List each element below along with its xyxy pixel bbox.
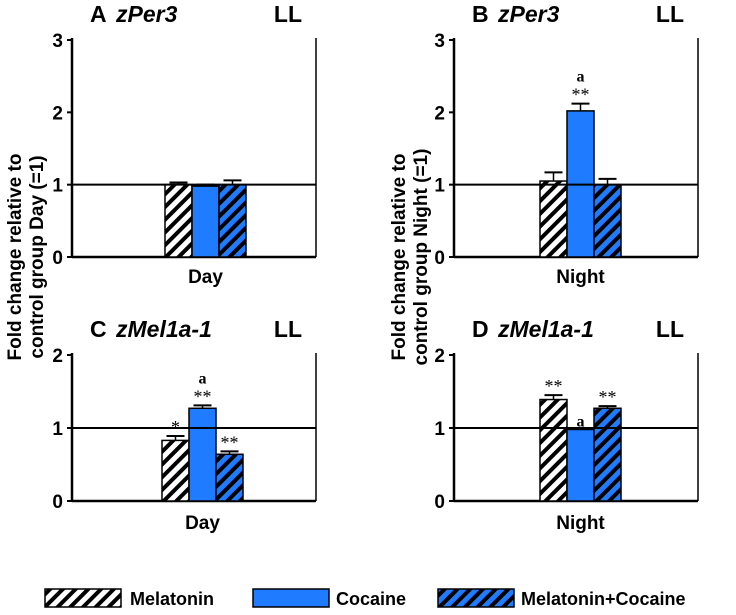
panel-gene: zMel1a-1 bbox=[497, 316, 594, 342]
y-tick-label: 3 bbox=[434, 31, 445, 52]
bar-melatonin-cocaine bbox=[593, 407, 622, 502]
panel-letter: C bbox=[90, 316, 107, 342]
y-tick-label: 2 bbox=[52, 346, 63, 367]
x-category-label: Day bbox=[185, 513, 220, 534]
bar-melatonin bbox=[164, 183, 193, 258]
legend-swatch-cocaine bbox=[252, 588, 330, 608]
panel-gene: zPer3 bbox=[497, 1, 560, 27]
bar-cocaine bbox=[188, 407, 217, 502]
y-tick-label: 3 bbox=[52, 31, 63, 52]
legend-label-melatonin-cocaine: Melatonin+Cocaine bbox=[521, 589, 686, 609]
panel-letter: A bbox=[90, 1, 107, 27]
y-tick-label: 1 bbox=[52, 419, 63, 440]
y-label-night-line1: Fold change relative to bbox=[389, 154, 410, 361]
bar-cocaine bbox=[566, 428, 595, 502]
y-tick-label: 2 bbox=[52, 103, 63, 124]
significance-cocaine: ** bbox=[194, 386, 212, 406]
y-axis-label-day: Fold change relative to control group Da… bbox=[5, 154, 48, 361]
y-label-day-line2: control group Day (=1) bbox=[27, 155, 48, 358]
y-axis-label-night: Fold change relative to control group Ni… bbox=[389, 149, 432, 366]
panel-gene: zMel1a-1 bbox=[115, 316, 212, 342]
bar-melatonin bbox=[539, 180, 568, 258]
y-tick-label: 2 bbox=[434, 103, 445, 124]
bar-melatonin bbox=[161, 439, 190, 502]
letter-cocaine: a bbox=[199, 370, 207, 387]
y-tick-label: 1 bbox=[52, 176, 63, 197]
panel-letter: D bbox=[472, 316, 489, 342]
y-tick-label: 0 bbox=[434, 492, 445, 513]
legend-swatch-melatonin bbox=[44, 588, 122, 608]
significance-melatonin-cocaine: ** bbox=[599, 387, 617, 407]
x-category-label: Night bbox=[556, 513, 605, 534]
bar-melatonin-cocaine bbox=[593, 183, 622, 258]
y-tick-label: 0 bbox=[434, 248, 445, 269]
panel-condition: LL bbox=[656, 1, 684, 27]
bar-cocaine bbox=[191, 185, 220, 258]
y-tick-label: 0 bbox=[52, 248, 63, 269]
panel-a: 0 1 2 3 Day A zPer3 LL bbox=[52, 1, 317, 288]
significance-melatonin-cocaine: ** bbox=[221, 432, 239, 452]
x-category-label: Day bbox=[188, 267, 223, 288]
panel-condition: LL bbox=[274, 316, 302, 342]
legend-label-melatonin: Melatonin bbox=[130, 589, 214, 609]
y-tick-label: 2 bbox=[434, 346, 445, 367]
bar-melatonin-cocaine bbox=[215, 453, 244, 502]
bar-melatonin-cocaine bbox=[218, 183, 247, 258]
letter-cocaine: a bbox=[577, 413, 585, 430]
panel-condition: LL bbox=[656, 316, 684, 342]
significance-melatonin: ** bbox=[545, 376, 563, 396]
y-label-night-line2: control group Night (=1) bbox=[411, 149, 432, 366]
legend-label-cocaine: Cocaine bbox=[336, 589, 406, 609]
legend-swatch-melatonin-cocaine bbox=[437, 588, 515, 608]
significance-cocaine: ** bbox=[572, 85, 590, 105]
x-category-label: Night bbox=[556, 267, 605, 288]
y-tick-label: 0 bbox=[52, 492, 63, 513]
letter-cocaine: a bbox=[577, 69, 585, 86]
y-tick-label: 1 bbox=[434, 176, 445, 197]
panel-gene: zPer3 bbox=[115, 1, 178, 27]
y-tick-label: 1 bbox=[434, 419, 445, 440]
panel-b: 0 1 2 3 **a Night B zPer3 LL bbox=[434, 1, 699, 288]
y-label-day-line1: Fold change relative to bbox=[5, 154, 26, 361]
bar-melatonin bbox=[539, 398, 568, 502]
panel-condition: LL bbox=[274, 1, 302, 27]
legend: Melatonin Cocaine Melatonin+Cocaine bbox=[44, 588, 686, 609]
panel-d: 0 1 2 ** a ** Night D zMel1a-1 LL bbox=[434, 316, 699, 534]
panel-letter: B bbox=[472, 1, 489, 27]
